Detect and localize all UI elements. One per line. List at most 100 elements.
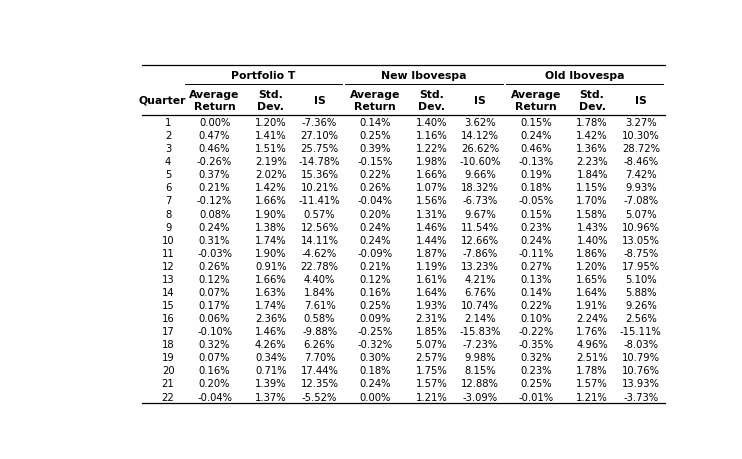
Text: Average: Average — [350, 90, 401, 99]
Text: Average: Average — [189, 90, 240, 99]
Text: 9.67%: 9.67% — [464, 209, 496, 219]
Text: 0.26%: 0.26% — [359, 183, 391, 193]
Text: 0.12%: 0.12% — [359, 274, 391, 284]
Text: 1.41%: 1.41% — [255, 131, 286, 141]
Text: 12.66%: 12.66% — [462, 235, 499, 245]
Text: -0.01%: -0.01% — [519, 392, 554, 402]
Text: 8: 8 — [165, 209, 171, 219]
Text: 1.98%: 1.98% — [416, 157, 447, 167]
Text: 10.30%: 10.30% — [622, 131, 660, 141]
Text: 0.91%: 0.91% — [255, 261, 286, 271]
Text: 2.56%: 2.56% — [625, 313, 657, 324]
Text: -14.78%: -14.78% — [299, 157, 341, 167]
Text: 12.35%: 12.35% — [301, 379, 338, 389]
Text: 0.31%: 0.31% — [199, 235, 230, 245]
Text: -3.73%: -3.73% — [623, 392, 658, 402]
Text: 1.74%: 1.74% — [255, 300, 286, 310]
Text: 18.32%: 18.32% — [462, 183, 499, 193]
Text: 0.30%: 0.30% — [360, 353, 391, 363]
Text: 0.25%: 0.25% — [520, 379, 552, 389]
Text: 0.27%: 0.27% — [520, 261, 552, 271]
Text: 9.66%: 9.66% — [464, 170, 496, 180]
Text: 2: 2 — [165, 131, 171, 141]
Text: -7.86%: -7.86% — [462, 248, 498, 258]
Text: 0.23%: 0.23% — [520, 366, 551, 375]
Text: 0.58%: 0.58% — [303, 313, 335, 324]
Text: 1.63%: 1.63% — [255, 287, 286, 297]
Text: 0.06%: 0.06% — [199, 313, 230, 324]
Text: Quarter: Quarter — [139, 95, 186, 106]
Text: -8.75%: -8.75% — [623, 248, 658, 258]
Text: -0.26%: -0.26% — [197, 157, 232, 167]
Text: 18: 18 — [162, 340, 174, 349]
Text: -0.35%: -0.35% — [519, 340, 554, 349]
Text: -0.15%: -0.15% — [358, 157, 393, 167]
Text: 21: 21 — [162, 379, 174, 389]
Text: 0.13%: 0.13% — [520, 274, 551, 284]
Text: 1.57%: 1.57% — [416, 379, 447, 389]
Text: 0.17%: 0.17% — [199, 300, 231, 310]
Text: 0.16%: 0.16% — [199, 366, 231, 375]
Text: 0.57%: 0.57% — [303, 209, 335, 219]
Text: 3.27%: 3.27% — [625, 118, 657, 128]
Text: 0.47%: 0.47% — [199, 131, 230, 141]
Text: 10.76%: 10.76% — [622, 366, 660, 375]
Text: 2.51%: 2.51% — [577, 353, 608, 363]
Text: 16: 16 — [162, 313, 174, 324]
Text: 20: 20 — [162, 366, 174, 375]
Text: 10.96%: 10.96% — [622, 222, 660, 232]
Text: 2.14%: 2.14% — [464, 313, 496, 324]
Text: Std.: Std. — [580, 90, 605, 99]
Text: 1.91%: 1.91% — [577, 300, 608, 310]
Text: 1.37%: 1.37% — [255, 392, 286, 402]
Text: -8.03%: -8.03% — [623, 340, 658, 349]
Text: 1.15%: 1.15% — [577, 183, 608, 193]
Text: -0.32%: -0.32% — [358, 340, 393, 349]
Text: 22.78%: 22.78% — [301, 261, 338, 271]
Text: 0.07%: 0.07% — [199, 287, 230, 297]
Text: -4.62%: -4.62% — [302, 248, 337, 258]
Text: -7.08%: -7.08% — [623, 196, 658, 206]
Text: -0.04%: -0.04% — [197, 392, 232, 402]
Text: 1.64%: 1.64% — [416, 287, 447, 297]
Text: 0.15%: 0.15% — [520, 209, 552, 219]
Text: -3.09%: -3.09% — [463, 392, 498, 402]
Text: 0.32%: 0.32% — [520, 353, 551, 363]
Text: 2.24%: 2.24% — [577, 313, 608, 324]
Text: 0.71%: 0.71% — [255, 366, 286, 375]
Text: 1.07%: 1.07% — [416, 183, 447, 193]
Text: 0.07%: 0.07% — [199, 353, 230, 363]
Text: 10.21%: 10.21% — [301, 183, 338, 193]
Text: 1.21%: 1.21% — [416, 392, 447, 402]
Text: 0.10%: 0.10% — [520, 313, 551, 324]
Text: 0.46%: 0.46% — [199, 144, 230, 154]
Text: 7.70%: 7.70% — [303, 353, 335, 363]
Text: -0.03%: -0.03% — [197, 248, 232, 258]
Text: 4.96%: 4.96% — [577, 340, 608, 349]
Text: 22: 22 — [162, 392, 174, 402]
Text: -10.60%: -10.60% — [459, 157, 501, 167]
Text: 2.23%: 2.23% — [577, 157, 608, 167]
Text: 9.98%: 9.98% — [464, 353, 496, 363]
Text: 0.21%: 0.21% — [199, 183, 231, 193]
Text: 0.09%: 0.09% — [359, 313, 391, 324]
Text: -0.22%: -0.22% — [518, 326, 554, 336]
Text: 14.11%: 14.11% — [301, 235, 338, 245]
Text: 1.84%: 1.84% — [303, 287, 335, 297]
Text: Std.: Std. — [258, 90, 283, 99]
Text: 25.75%: 25.75% — [301, 144, 338, 154]
Text: 7.42%: 7.42% — [625, 170, 657, 180]
Text: 13.23%: 13.23% — [462, 261, 499, 271]
Text: 1.70%: 1.70% — [577, 196, 608, 206]
Text: 0.20%: 0.20% — [359, 209, 391, 219]
Text: 1.39%: 1.39% — [255, 379, 286, 389]
Text: 0.15%: 0.15% — [520, 118, 552, 128]
Text: 1.42%: 1.42% — [255, 183, 286, 193]
Text: 1.84%: 1.84% — [577, 170, 608, 180]
Text: Portfolio T: Portfolio T — [232, 70, 295, 80]
Text: 4.21%: 4.21% — [464, 274, 496, 284]
Text: -5.52%: -5.52% — [302, 392, 338, 402]
Text: 11: 11 — [162, 248, 174, 258]
Text: 1.21%: 1.21% — [577, 392, 608, 402]
Text: 8.15%: 8.15% — [464, 366, 496, 375]
